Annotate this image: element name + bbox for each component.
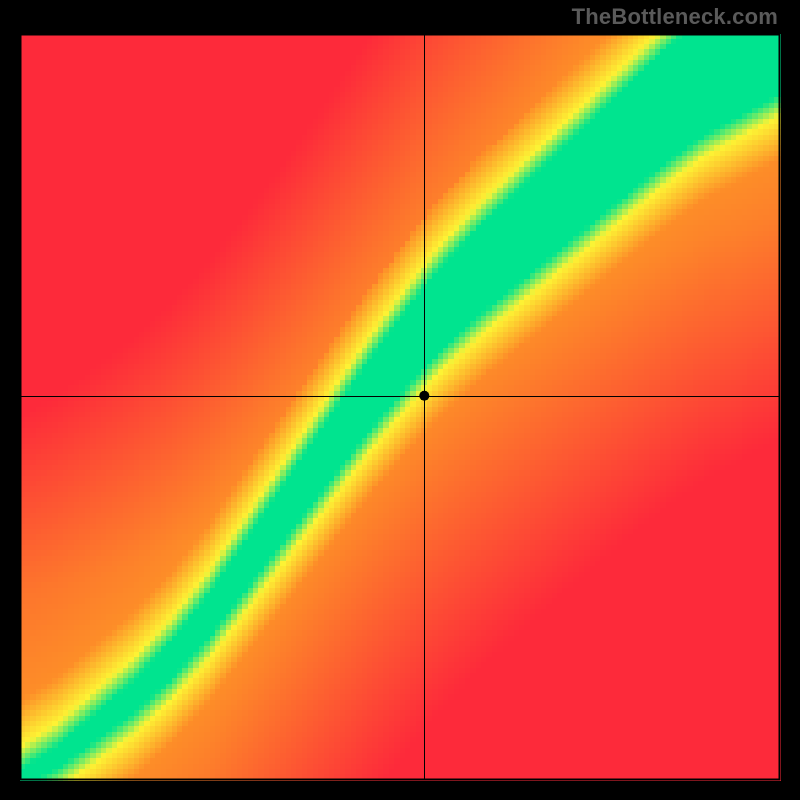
watermark-text: TheBottleneck.com [572,4,778,30]
heatmap-canvas [0,0,800,800]
chart-container: TheBottleneck.com [0,0,800,800]
